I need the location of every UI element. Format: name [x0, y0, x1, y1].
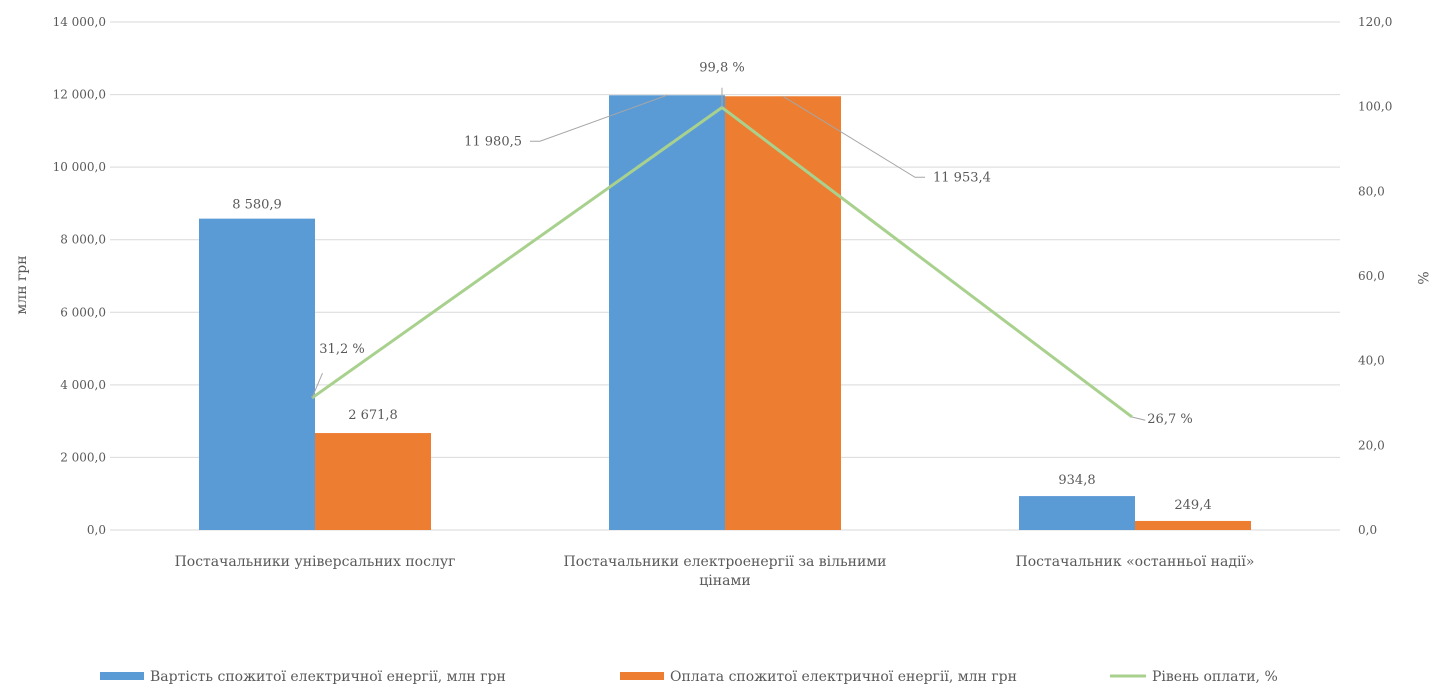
left-axis-title: млн грн: [14, 255, 30, 314]
bar: [199, 218, 315, 530]
bar-data-label: 934,8: [1058, 473, 1095, 488]
right-tick-label: 20,0: [1358, 438, 1385, 452]
left-axis-ticks: 0,0 2 000,0 4 000,0 6 000,0 8 000,0 10 000,0 1…: [53, 15, 106, 537]
label-leader-lines: [311, 87, 1146, 421]
legend-label: Рівень оплати, %: [1152, 669, 1278, 685]
left-tick-label: 14 000,0: [53, 15, 106, 29]
bar: [315, 433, 431, 530]
bar-data-label: 249,4: [1174, 498, 1211, 513]
right-tick-label: 120,0: [1358, 15, 1392, 29]
bar-data-label: 2 671,8: [348, 408, 398, 423]
data-labels: 8 580,9 11 980,5 934,8 2 671,8 11 953,4 249,4…: [232, 61, 1211, 513]
category-label: Постачальники універсальних послуг: [175, 554, 456, 570]
right-tick-label: 0,0: [1358, 523, 1377, 537]
left-tick-label: 2 000,0: [60, 450, 106, 464]
category-label: Постачальник «останньої надії»: [1016, 554, 1255, 570]
left-tick-label: 8 000,0: [60, 233, 106, 247]
line-data-label: 31,2 %: [319, 342, 364, 357]
bar: [609, 95, 725, 531]
right-tick-label: 60,0: [1358, 269, 1385, 283]
left-tick-label: 0,0: [87, 523, 106, 537]
bar: [725, 96, 841, 531]
right-tick-label: 100,0: [1358, 100, 1392, 114]
right-tick-label: 80,0: [1358, 184, 1385, 198]
left-tick-label: 10 000,0: [53, 160, 106, 174]
right-axis-title: %: [1414, 271, 1429, 284]
left-tick-label: 6 000,0: [60, 305, 106, 319]
legend-label: Вартість спожитої електричної енергії, м…: [150, 669, 506, 685]
bar: [1135, 520, 1251, 530]
label-leader: [311, 372, 323, 399]
bar-data-label: 8 580,9: [232, 198, 282, 213]
category-label: цінами: [699, 573, 750, 589]
bar: [1019, 496, 1135, 530]
legend-swatch: [100, 672, 144, 680]
right-axis-ticks: 0,0 20,0 40,0 60,0 80,0 100,0 120,0: [1358, 15, 1392, 537]
category-label: Постачальники електроенергії за вільними: [563, 554, 886, 570]
left-tick-label: 12 000,0: [53, 88, 106, 102]
right-tick-label: 40,0: [1358, 354, 1385, 368]
label-leader: [1131, 416, 1146, 421]
left-tick-label: 4 000,0: [60, 378, 106, 392]
bar-data-label: 11 980,5: [464, 134, 522, 149]
bars: [199, 95, 1251, 531]
legend-swatch: [620, 672, 664, 680]
line-data-label: 99,8 %: [699, 61, 744, 76]
bar-data-label: 11 953,4: [933, 170, 991, 185]
category-labels: Постачальники універсальних послуг Постач…: [175, 554, 1255, 589]
line-data-label: 26,7 %: [1147, 412, 1192, 427]
legend-label: Оплата спожитої електричної енергії, млн…: [670, 669, 1017, 685]
label-leader: [782, 95, 925, 178]
label-leader: [530, 94, 668, 142]
legend: Вартість спожитої електричної енергії, м…: [100, 669, 1278, 685]
